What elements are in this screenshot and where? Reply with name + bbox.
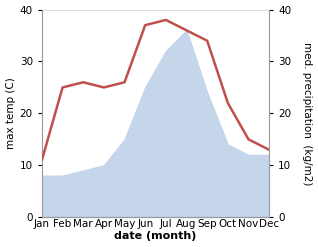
X-axis label: date (month): date (month): [114, 231, 197, 242]
Y-axis label: med. precipitation  (kg/m2): med. precipitation (kg/m2): [302, 42, 313, 185]
Y-axis label: max temp (C): max temp (C): [5, 78, 16, 149]
